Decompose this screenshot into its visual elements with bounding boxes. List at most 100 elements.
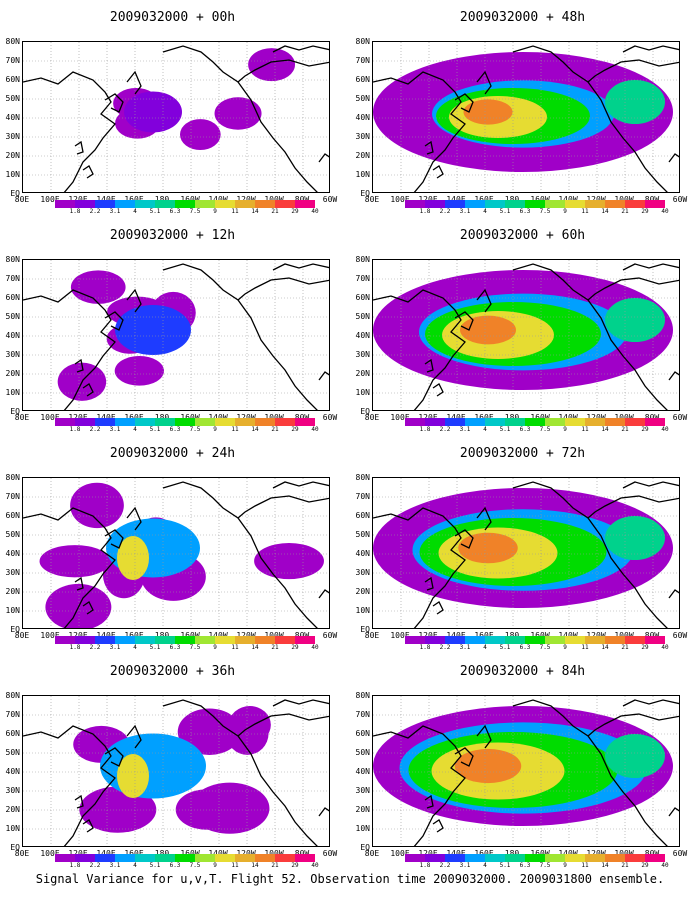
x-tick-label: 80W <box>645 631 659 640</box>
y-tick-label: 60N <box>5 75 20 84</box>
y-tick-label: EQ <box>360 407 370 416</box>
x-tick-label: 180 <box>505 195 519 204</box>
x-tick-label: 80E <box>14 631 30 640</box>
variance-contour <box>463 99 513 125</box>
x-tick-label: 160W <box>180 849 199 858</box>
x-tick-label: 80W <box>295 195 309 204</box>
colorbar-swatch <box>135 854 155 862</box>
x-tick-label: 80E <box>14 195 30 204</box>
colorbar-swatch <box>425 418 445 426</box>
colorbar-swatch <box>95 418 115 426</box>
colorbar-swatch <box>505 636 525 644</box>
colorbar-label: 11 <box>231 426 239 433</box>
variance-field <box>373 52 673 172</box>
map-panel: 2009032000 + 00h 80N 70N 60N 50N 40N 30N 20N 10N… <box>0 0 345 220</box>
y-tick-label: 40N <box>5 549 20 558</box>
variance-contour <box>70 482 124 529</box>
map-plot <box>22 477 330 629</box>
colorbar-label: 5.1 <box>149 208 161 215</box>
x-tick-label: 140E <box>96 195 115 204</box>
y-tick-label: 30N <box>355 350 370 359</box>
colorbar-swatch <box>195 418 215 426</box>
x-tick-label: 180 <box>155 413 169 422</box>
x-tick-label: 140E <box>446 631 465 640</box>
variance-contour <box>605 734 665 778</box>
variance-contour <box>190 782 270 834</box>
colorbar-label: 29 <box>291 426 299 433</box>
y-tick-label: 30N <box>5 350 20 359</box>
y-tick-label: 10N <box>355 170 370 179</box>
panel-title: 2009032000 + 84h <box>459 664 586 679</box>
map-plot <box>372 41 680 193</box>
colorbar-swatch <box>605 200 625 208</box>
colorbar-swatch <box>465 418 485 426</box>
colorbar <box>405 636 665 644</box>
x-tick-label: 80W <box>645 195 659 204</box>
y-tick-label: 70N <box>355 56 370 65</box>
variance-field <box>373 488 673 608</box>
colorbar-label: 29 <box>641 862 649 869</box>
colorbar-label: 2.2 <box>439 426 451 433</box>
colorbar-swatch <box>585 854 605 862</box>
x-tick-label: 80E <box>364 195 380 204</box>
y-tick-label: 40N <box>355 549 370 558</box>
colorbar-label: 5.1 <box>499 426 511 433</box>
colorbar <box>405 418 665 426</box>
x-tick-label: 160W <box>530 849 549 858</box>
colorbar-label: 9 <box>213 862 217 869</box>
colorbar-label: 6.3 <box>519 644 531 651</box>
colorbar-swatch <box>525 418 545 426</box>
y-tick-label: EQ <box>360 625 370 634</box>
panel-title: 2009032000 + 60h <box>459 228 586 243</box>
colorbar-label: 21 <box>621 426 629 433</box>
y-tick-label: 60N <box>355 511 370 520</box>
colorbar-swatch <box>155 636 175 644</box>
panel-title: 2009032000 + 72h <box>459 446 586 461</box>
x-tick-label: 120W <box>236 195 255 204</box>
colorbar <box>55 200 315 208</box>
colorbar-label: 5.1 <box>149 426 161 433</box>
map-plot <box>22 259 330 411</box>
lat-lon-grid <box>23 478 329 628</box>
colorbar-swatch <box>235 854 255 862</box>
colorbar-label: 5.1 <box>149 862 161 869</box>
x-tick-label: 160W <box>530 195 549 204</box>
colorbar-swatch <box>275 854 295 862</box>
colorbar-label: 9 <box>563 426 567 433</box>
colorbar-swatch <box>445 854 465 862</box>
colorbar-label: 9 <box>563 644 567 651</box>
y-tick-label: 80N <box>355 37 370 46</box>
colorbar-swatch <box>195 636 215 644</box>
x-tick-label: 80E <box>364 631 380 640</box>
y-tick-label: 30N <box>355 568 370 577</box>
colorbar-label: 21 <box>271 644 279 651</box>
x-tick-label: 80E <box>364 413 380 422</box>
colorbar-label: 9 <box>213 644 217 651</box>
colorbar-swatch <box>465 636 485 644</box>
variance-contour <box>117 754 149 798</box>
x-tick-label: 100W <box>264 195 283 204</box>
coastline <box>373 45 679 192</box>
colorbar-label: 11 <box>231 644 239 651</box>
colorbar <box>55 636 315 644</box>
colorbar-swatch <box>135 200 155 208</box>
x-tick-label: 120E <box>418 849 437 858</box>
colorbar-label: 5.1 <box>499 862 511 869</box>
variance-contour <box>605 298 665 342</box>
x-tick-label: 120W <box>236 413 255 422</box>
x-tick-label: 140W <box>208 631 227 640</box>
x-tick-label: 100W <box>264 413 283 422</box>
x-tick-label: 140E <box>446 849 465 858</box>
map-plot <box>372 695 680 847</box>
colorbar-label: 21 <box>621 644 629 651</box>
colorbar-swatch <box>525 854 545 862</box>
y-tick-label: EQ <box>360 843 370 852</box>
colorbar-swatch <box>275 200 295 208</box>
x-tick-label: 80E <box>364 849 380 858</box>
x-tick-label: 140W <box>208 195 227 204</box>
colorbar-label: 7.5 <box>539 644 551 651</box>
colorbar-swatch <box>95 854 115 862</box>
colorbar-label: 7.5 <box>539 426 551 433</box>
x-tick-label: 60W <box>322 631 338 640</box>
variance-contour <box>117 536 149 580</box>
